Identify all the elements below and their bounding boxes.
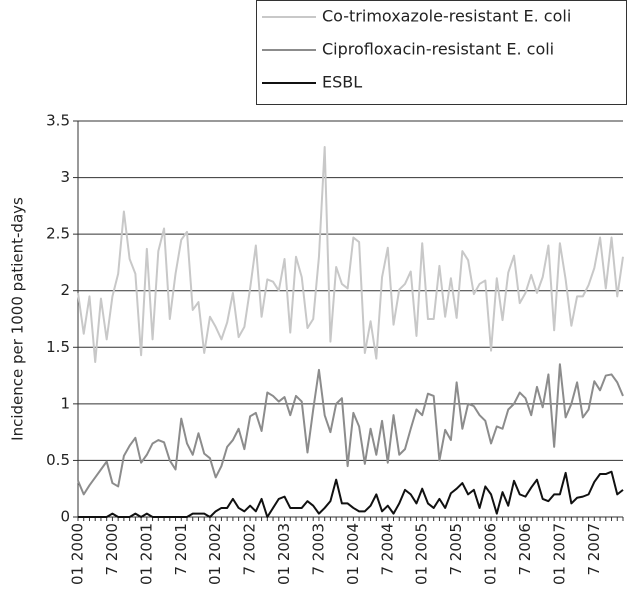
series-line	[77, 146, 624, 363]
x-tick-label: 01 2005	[413, 523, 431, 585]
x-tick-label: 7 2007	[585, 523, 603, 576]
x-tick-label: 7 2002	[241, 523, 259, 576]
x-tick-label: 7 2004	[378, 523, 396, 576]
x-tick-label: 01 2003	[275, 523, 293, 585]
legend-box	[256, 0, 627, 105]
y-tick-label: 3.5	[46, 112, 70, 130]
x-tick-label: 7 2005	[447, 523, 465, 576]
legend-label: Co-trimoxazole-resistant E. coli	[322, 7, 571, 26]
x-tick-label: 7 2001	[172, 523, 190, 576]
y-tick-label: 0.5	[46, 451, 70, 469]
y-axis-label: Incidence per 1000 patient-days	[9, 197, 27, 441]
x-tick-label: 01 2006	[482, 523, 500, 585]
x-tick-label: 01 2004	[344, 523, 362, 585]
legend-label: Ciprofloxacin-resistant E. coli	[322, 40, 554, 59]
y-tick-label: 2.5	[46, 225, 70, 243]
legend-label: ESBL	[322, 73, 362, 92]
x-tick-label: 01 2000	[69, 523, 87, 585]
x-tick-label: 01 2002	[206, 523, 224, 585]
y-tick-label: 1.5	[46, 338, 70, 356]
x-tick-label: 7 2000	[103, 523, 121, 576]
x-tick-label: 01 2001	[137, 523, 155, 585]
x-tick-label: 7 2006	[516, 523, 534, 576]
y-tick-label: 3	[60, 168, 70, 186]
series-line	[77, 363, 624, 496]
y-tick-label: 2	[60, 281, 70, 299]
series-line	[78, 470, 624, 518]
y-tick-label: 1	[60, 394, 70, 412]
x-tick-label: 01 2007	[550, 523, 568, 585]
y-tick-label: 0	[60, 508, 70, 526]
x-tick-label: 7 2003	[309, 523, 327, 576]
